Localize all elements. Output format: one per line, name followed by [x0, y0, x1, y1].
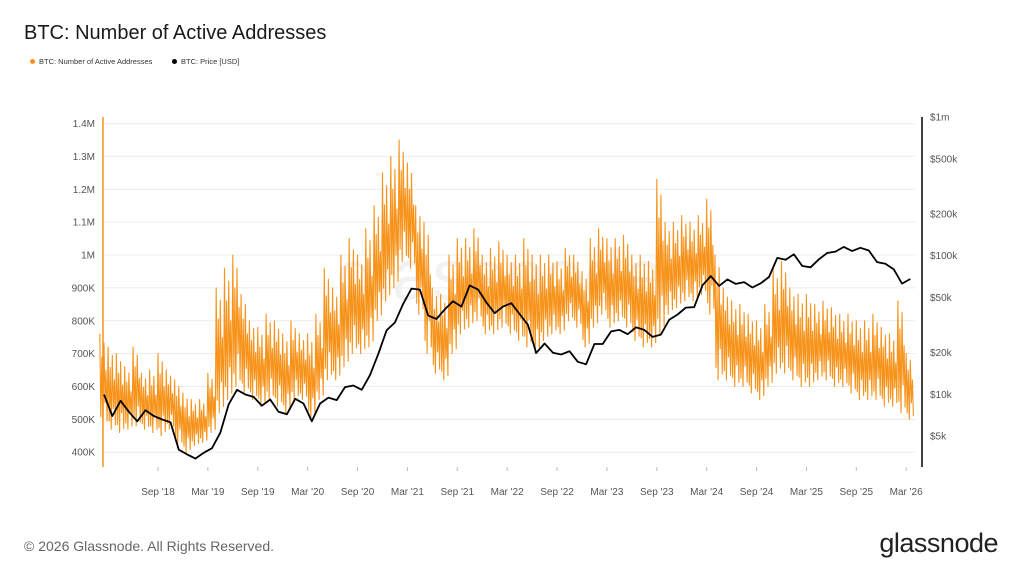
legend-label: BTC: Price [USD]: [181, 57, 240, 66]
right-axis-tick-label: $50k: [930, 293, 953, 304]
x-axis-tick-label: Mar '21: [391, 487, 424, 498]
legend-dot-icon: [30, 59, 35, 64]
x-axis-tick-label: Mar '20: [291, 487, 324, 498]
x-axis-tick-label: Sep '19: [241, 487, 275, 498]
x-axis-tick-label: Sep '24: [740, 487, 774, 498]
left-axis-tick-label: 1M: [81, 251, 95, 262]
x-axis-tick-label: Sep '25: [839, 487, 873, 498]
x-axis-tick-label: Mar '19: [191, 487, 224, 498]
x-axis-tick-label: Sep '22: [540, 487, 574, 498]
right-axis-tick-label: $20k: [930, 348, 953, 359]
right-axis-tick-label: $100k: [930, 251, 958, 262]
x-axis-tick-label: Mar '25: [790, 487, 823, 498]
price-series-line: [103, 245, 911, 460]
left-axis-tick-label: 600K: [72, 382, 96, 393]
left-axis-tick-label: 1.4M: [73, 119, 95, 130]
left-axis-tick-label: 700K: [72, 349, 96, 360]
x-axis-tick-label: Mar '24: [690, 487, 723, 498]
left-axis-tick-label: 900K: [72, 283, 96, 294]
legend-dot-icon: [172, 59, 177, 64]
x-axis-tick-label: Mar '22: [491, 487, 524, 498]
x-axis-tick-label: Sep '18: [141, 487, 175, 498]
x-axis-tick-label: Sep '21: [440, 487, 474, 498]
x-axis-tick-label: Mar '23: [590, 487, 623, 498]
right-axis-tick-label: $200k: [930, 209, 958, 220]
x-axis-tick-label: Sep '20: [341, 487, 375, 498]
right-axis-tick-label: $5k: [930, 432, 947, 443]
right-axis-tick-label: $10k: [930, 390, 953, 401]
left-axis-tick-label: 1.1M: [73, 218, 95, 229]
left-axis-tick-label: 800K: [72, 316, 96, 327]
chart-title: BTC: Number of Active Addresses: [24, 22, 327, 44]
left-axis-tick-label: 400K: [72, 448, 96, 459]
left-axis-tick-label: 1.2M: [73, 185, 95, 196]
left-axis-tick-label: 1.3M: [73, 152, 95, 163]
right-axis-tick-label: $500k: [930, 154, 958, 165]
active-addresses-series-line: [99, 139, 914, 453]
legend-item-price[interactable]: BTC: Price [USD]: [172, 57, 239, 66]
legend-item-active-addresses[interactable]: BTC: Number of Active Addresses: [30, 57, 152, 66]
right-axis-tick-label: $1m: [930, 113, 949, 124]
x-axis-tick-label: Sep '23: [640, 487, 674, 498]
legend-label: BTC: Number of Active Addresses: [39, 57, 153, 66]
x-axis-tick-label: Mar '26: [890, 487, 923, 498]
left-axis-tick-label: 500K: [72, 415, 96, 426]
copyright-footer: © 2026 Glassnode. All Rights Reserved.: [24, 538, 275, 554]
glassnode-logo: glassnode: [879, 528, 998, 558]
